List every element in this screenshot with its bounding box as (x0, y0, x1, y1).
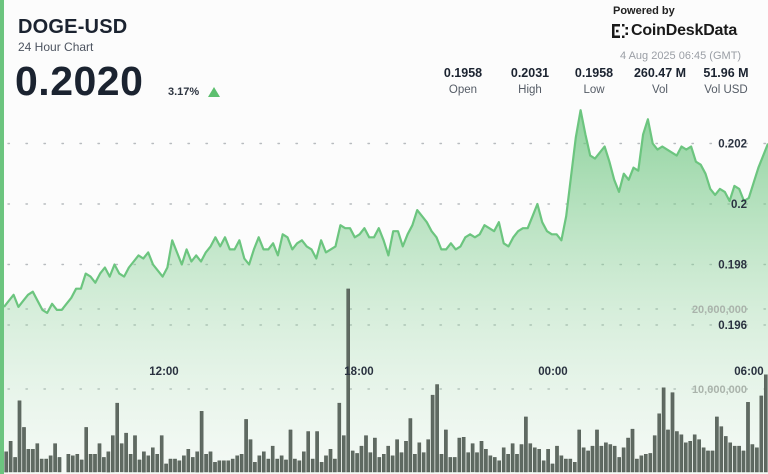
brand-logo[interactable]: CoinDeskData (612, 22, 737, 40)
current-price: 0.2020 (15, 58, 144, 104)
chart-subtitle: 24 Hour Chart (18, 40, 94, 54)
svg-text:0.2: 0.2 (731, 199, 747, 211)
change-percent: 3.17% (168, 86, 200, 98)
stat-value: 260.47 M (633, 66, 687, 80)
stat-value: 51.96 M (703, 66, 749, 80)
stat-high: 0.2031 High (490, 66, 570, 96)
svg-text:0.198: 0.198 (718, 260, 747, 272)
svg-text:10,000,000: 10,000,000 (692, 384, 747, 396)
stat-vol: 260.47 M Vol (620, 66, 700, 96)
svg-text:00:00: 00:00 (538, 366, 567, 378)
y-axis-labels: 0.202 0.2 0.198 0.196 20,000,000 10,000,000 (692, 139, 748, 397)
svg-text:0.196: 0.196 (718, 320, 747, 332)
stat-value: 0.1958 (574, 66, 614, 80)
svg-text:06:00: 06:00 (734, 366, 763, 378)
brand-name: CoinDeskData (631, 22, 738, 39)
svg-text:0.202: 0.202 (718, 139, 747, 151)
stat-label: Low (583, 84, 605, 96)
price-line (3, 109, 768, 314)
stat-value: 0.1958 (443, 66, 483, 80)
svg-text:20,000,000: 20,000,000 (692, 304, 747, 316)
coindesk-logo-icon (612, 24, 628, 38)
stat-value: 0.2031 (510, 66, 550, 80)
symbol-title: DOGE-USD (18, 16, 128, 38)
svg-text:18:00: 18:00 (344, 366, 373, 378)
stat-label: Vol USD (704, 84, 748, 96)
stat-label: Vol (652, 84, 668, 96)
stat-open: 0.1958 Open (423, 66, 503, 96)
up-arrow-icon (208, 87, 220, 97)
svg-text:12:00: 12:00 (149, 366, 178, 378)
price-area (4, 110, 768, 474)
timestamp: 4 Aug 2025 06:45 (GMT) (620, 50, 742, 62)
stat-label: High (518, 84, 542, 96)
x-axis-labels: 12:00 18:00 00:00 06:00 (149, 366, 763, 378)
stat-low: 0.1958 Low (554, 66, 634, 96)
stat-label: Open (448, 84, 478, 96)
accent-bar (0, 0, 4, 474)
volume-bars (4, 288, 768, 473)
powered-by-label: Powered by (613, 5, 675, 17)
stat-vol-usd: 51.96 M Vol USD (686, 66, 766, 96)
